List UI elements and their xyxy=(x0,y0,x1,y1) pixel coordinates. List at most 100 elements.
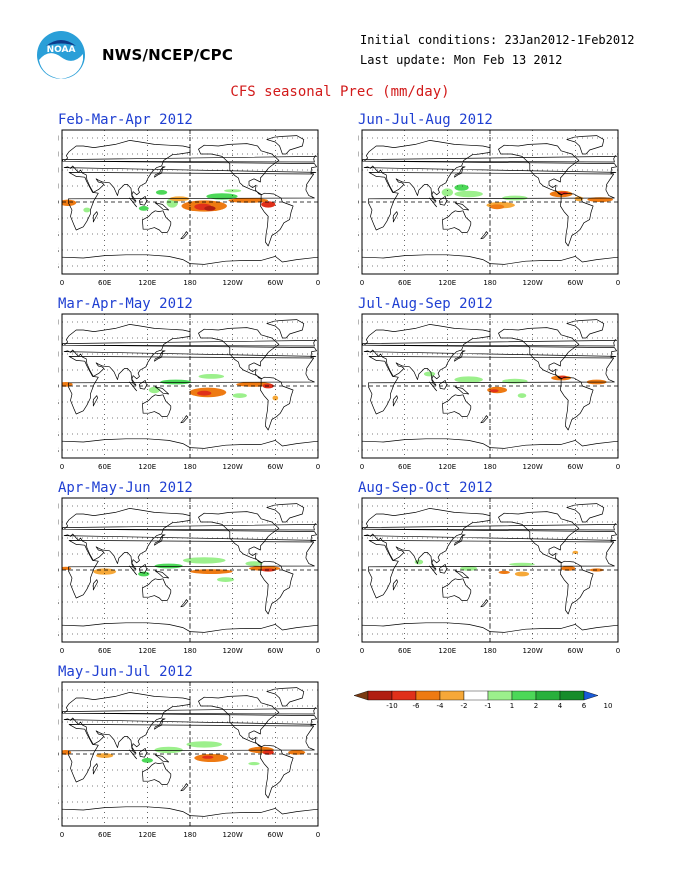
lat-tick-label: 20N xyxy=(58,735,59,743)
lat-tick-label: EQ xyxy=(358,199,359,207)
coastline xyxy=(560,376,594,431)
coastline xyxy=(266,319,305,339)
lon-tick-label: 0 xyxy=(316,647,320,655)
coastline xyxy=(363,324,617,386)
legend-tick-label: -10 xyxy=(386,702,397,710)
lat-tick-label: 80S xyxy=(58,447,60,455)
coastline xyxy=(454,202,470,211)
precip-anomaly xyxy=(138,571,150,577)
lon-tick-label: 180 xyxy=(183,279,196,287)
precip-anomaly xyxy=(490,389,499,393)
precip-map: 80N 60N 40N 20N EQ 20S 40S 60S 80S 0 60E 120E 180 120… xyxy=(358,129,620,287)
lon-tick-label: 120W xyxy=(223,279,243,287)
legend-swatch xyxy=(415,690,441,701)
lat-tick-label: 40S xyxy=(58,415,60,423)
precip-anomaly xyxy=(169,196,190,202)
coastline xyxy=(442,394,472,417)
precip-anomaly xyxy=(272,395,279,401)
coastline xyxy=(154,718,166,730)
precip-anomaly xyxy=(202,755,214,759)
coastline xyxy=(566,135,605,155)
lon-tick-label: 120W xyxy=(223,463,243,471)
coastline xyxy=(392,395,398,407)
lat-tick-label: 60S xyxy=(58,431,60,439)
coastline xyxy=(63,140,317,202)
lat-tick-label: EQ xyxy=(58,751,59,759)
legend-tick-label: 6 xyxy=(582,702,587,710)
lon-tick-label: 0 xyxy=(616,279,620,287)
precip-anomaly xyxy=(245,561,263,566)
lat-tick-label: 80S xyxy=(358,263,360,271)
legend-tick-label: 2 xyxy=(534,702,538,710)
coastline xyxy=(68,540,315,599)
coastline xyxy=(180,415,189,424)
coastline xyxy=(429,565,438,576)
lat-tick-label: 40N xyxy=(358,351,359,359)
coastline xyxy=(260,744,294,799)
coastline xyxy=(266,687,305,707)
lat-tick-label: 40S xyxy=(358,231,360,239)
coastline xyxy=(498,143,580,196)
lat-tick-label: 20N xyxy=(58,367,59,375)
coastline xyxy=(154,534,166,546)
lon-tick-label: 0 xyxy=(616,463,620,471)
coastline xyxy=(260,192,294,247)
precip-anomaly xyxy=(414,559,424,565)
coastline xyxy=(63,508,317,570)
lat-tick-label: 60N xyxy=(58,703,59,711)
coastline xyxy=(439,380,447,390)
precip-anomaly xyxy=(83,207,91,213)
lon-tick-label: 60E xyxy=(98,279,111,287)
lon-tick-label: 60W xyxy=(567,463,583,471)
lat-tick-label: 20S xyxy=(358,399,360,407)
lon-tick-label: 60E xyxy=(98,463,111,471)
precip-anomaly xyxy=(155,190,168,195)
season-title: Aug-Sep-Oct 2012 xyxy=(358,480,493,496)
lon-tick-label: 0 xyxy=(616,647,620,655)
coastline xyxy=(392,211,398,223)
coastline xyxy=(139,748,147,758)
lon-tick-label: 180 xyxy=(483,463,496,471)
legend-tick-label: -2 xyxy=(461,702,468,710)
coastline xyxy=(92,211,98,223)
legend-tick-label: 10 xyxy=(604,702,613,710)
coastline xyxy=(68,356,315,415)
map-frame xyxy=(361,497,619,643)
coastline xyxy=(63,324,317,386)
lon-tick-label: 120E xyxy=(138,831,156,839)
coastline xyxy=(129,749,138,760)
coastline xyxy=(363,140,617,202)
logo-text: NOAA xyxy=(47,45,76,55)
lon-tick-label: 180 xyxy=(183,647,196,655)
coastline xyxy=(363,508,617,570)
lon-tick-label: 60W xyxy=(567,279,583,287)
lon-tick-label: 120W xyxy=(223,831,243,839)
coastline xyxy=(368,356,615,415)
coastline xyxy=(362,339,617,347)
lon-tick-label: 180 xyxy=(483,279,496,287)
lon-tick-label: 0 xyxy=(360,647,364,655)
lat-tick-label: 40N xyxy=(358,167,359,175)
coastline xyxy=(560,192,594,247)
antarctica-coast xyxy=(362,254,618,265)
coastline xyxy=(480,415,489,424)
lat-tick-label: 80N xyxy=(58,135,59,143)
legend-arrow-low xyxy=(353,690,369,701)
legend-swatch xyxy=(367,690,393,701)
coastline xyxy=(362,155,617,163)
precip-anomaly xyxy=(248,762,260,766)
map-frame xyxy=(61,497,319,643)
precip-anomaly xyxy=(561,566,576,571)
lat-tick-label: 80N xyxy=(58,687,59,695)
coastline xyxy=(62,523,317,531)
coastline xyxy=(566,503,605,523)
precip-anomaly xyxy=(190,569,233,574)
lat-tick-label: 60S xyxy=(358,431,360,439)
precip-anomaly xyxy=(509,562,535,566)
lon-tick-label: 60W xyxy=(267,279,283,287)
coastline xyxy=(454,166,466,178)
coastline xyxy=(560,560,594,615)
coastline xyxy=(68,172,315,231)
lat-tick-label: 40N xyxy=(58,535,59,543)
lat-tick-label: EQ xyxy=(58,383,59,391)
